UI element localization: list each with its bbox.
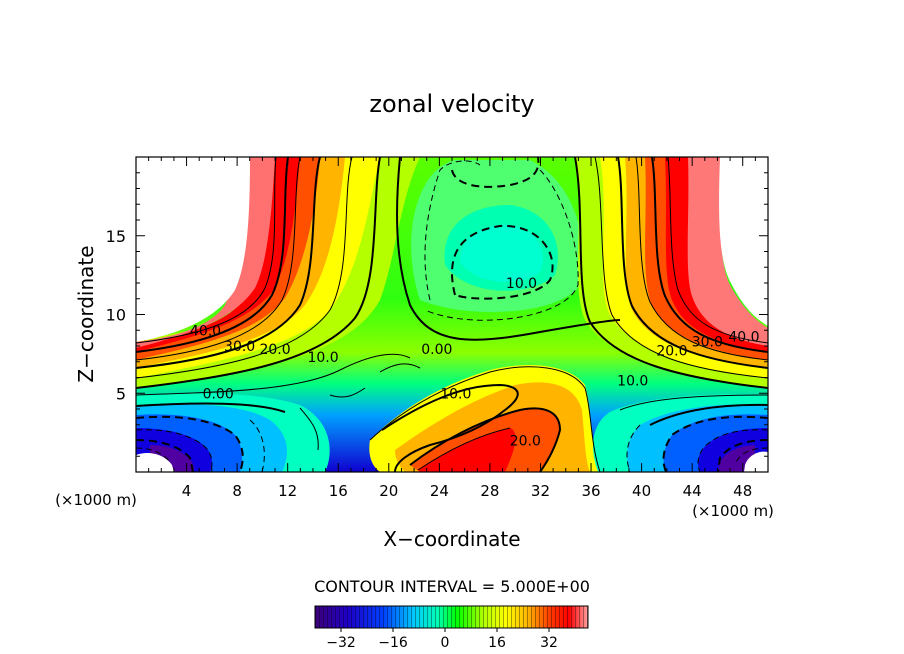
- x-tick-label: 36: [581, 482, 600, 500]
- contour-label: 10.0: [440, 386, 471, 402]
- contour-label: 10.0: [506, 276, 537, 292]
- chart-title: zonal velocity: [369, 90, 534, 118]
- x-axis-unit-left: (×1000 m): [55, 491, 137, 509]
- y-tick-label: 15: [106, 227, 126, 246]
- y-axis: 5 10 15: [106, 172, 768, 457]
- x-tick-label: 32: [531, 482, 550, 500]
- contour-label: 20.0: [510, 434, 541, 450]
- x-tick-label: 48: [733, 482, 752, 500]
- contour-interval-note: CONTOUR INTERVAL = 5.000E+00: [314, 577, 590, 596]
- contour-label: 0.00: [203, 386, 234, 402]
- x-axis: 4 8 12 16 20 24 28 32 36 40 44 48: [148, 157, 756, 500]
- colorbar-tick-label: 32: [540, 635, 558, 651]
- contour-field: [136, 157, 768, 472]
- colorbar-tick-label: 16: [488, 635, 506, 651]
- contour-label: 20.0: [656, 344, 687, 360]
- contour-label: 30.0: [224, 339, 255, 355]
- y-tick-label: 10: [106, 306, 126, 325]
- x-axis-label: X−coordinate: [383, 527, 520, 551]
- x-tick-label: 24: [430, 482, 449, 500]
- contour-label: 40.0: [190, 323, 221, 339]
- x-tick-label: 12: [278, 482, 297, 500]
- contour-label: 30.0: [692, 334, 723, 350]
- contour-lines: [136, 157, 768, 472]
- colorbar-tick-label: −32: [326, 635, 356, 651]
- x-tick-label: 20: [379, 482, 398, 500]
- colorbar-tick-label: 0: [441, 635, 450, 651]
- x-tick-label: 4: [182, 482, 192, 500]
- contour-label: 10.0: [617, 374, 648, 390]
- x-tick-label: 44: [683, 482, 702, 500]
- colorbar-tick-label: −16: [378, 635, 408, 651]
- x-tick-label: 8: [232, 482, 242, 500]
- contour-label: 20.0: [259, 342, 290, 358]
- y-axis-label: Z−coordinate: [74, 245, 98, 382]
- colorbar-ticks: −32 −16 0 16 32: [326, 628, 558, 651]
- x-tick-label: 16: [329, 482, 348, 500]
- contour-label: 10.0: [307, 350, 338, 366]
- contour-label: 0.00: [421, 342, 452, 358]
- x-axis-unit-right: (×1000 m): [692, 502, 774, 520]
- x-tick-label: 40: [632, 482, 651, 500]
- contour-label: 40.0: [728, 330, 759, 346]
- x-tick-label: 28: [480, 482, 499, 500]
- y-tick-label: 5: [116, 384, 126, 403]
- contour-labels: 40.030.0 20.0 10.00.000.0010.010.020.010.0…: [190, 276, 760, 450]
- colorbar: −32 −16 0 16 32: [314, 605, 589, 651]
